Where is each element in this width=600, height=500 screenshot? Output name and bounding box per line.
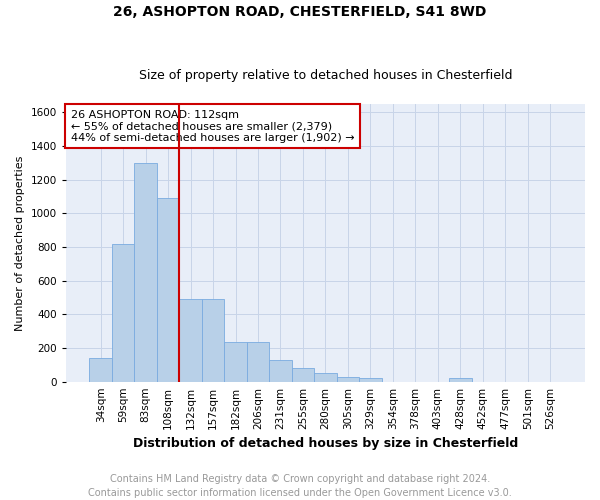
Bar [179,299,202,382]
Bar [224,342,247,382]
Bar [337,376,359,382]
Bar [112,244,134,382]
X-axis label: Distribution of detached houses by size in Chesterfield: Distribution of detached houses by size … [133,437,518,450]
Title: Size of property relative to detached houses in Chesterfield: Size of property relative to detached ho… [139,69,512,82]
Text: 26 ASHOPTON ROAD: 112sqm
← 55% of detached houses are smaller (2,379)
44% of sem: 26 ASHOPTON ROAD: 112sqm ← 55% of detach… [71,110,355,143]
Bar [247,342,269,382]
Text: Contains HM Land Registry data © Crown copyright and database right 2024.
Contai: Contains HM Land Registry data © Crown c… [88,474,512,498]
Bar [89,358,112,382]
Text: 26, ASHOPTON ROAD, CHESTERFIELD, S41 8WD: 26, ASHOPTON ROAD, CHESTERFIELD, S41 8WD [113,5,487,19]
Bar [134,163,157,382]
Bar [202,299,224,382]
Y-axis label: Number of detached properties: Number of detached properties [15,155,25,330]
Bar [449,378,472,382]
Bar [359,378,382,382]
Bar [157,198,179,382]
Bar [292,368,314,382]
Bar [314,374,337,382]
Bar [269,360,292,382]
